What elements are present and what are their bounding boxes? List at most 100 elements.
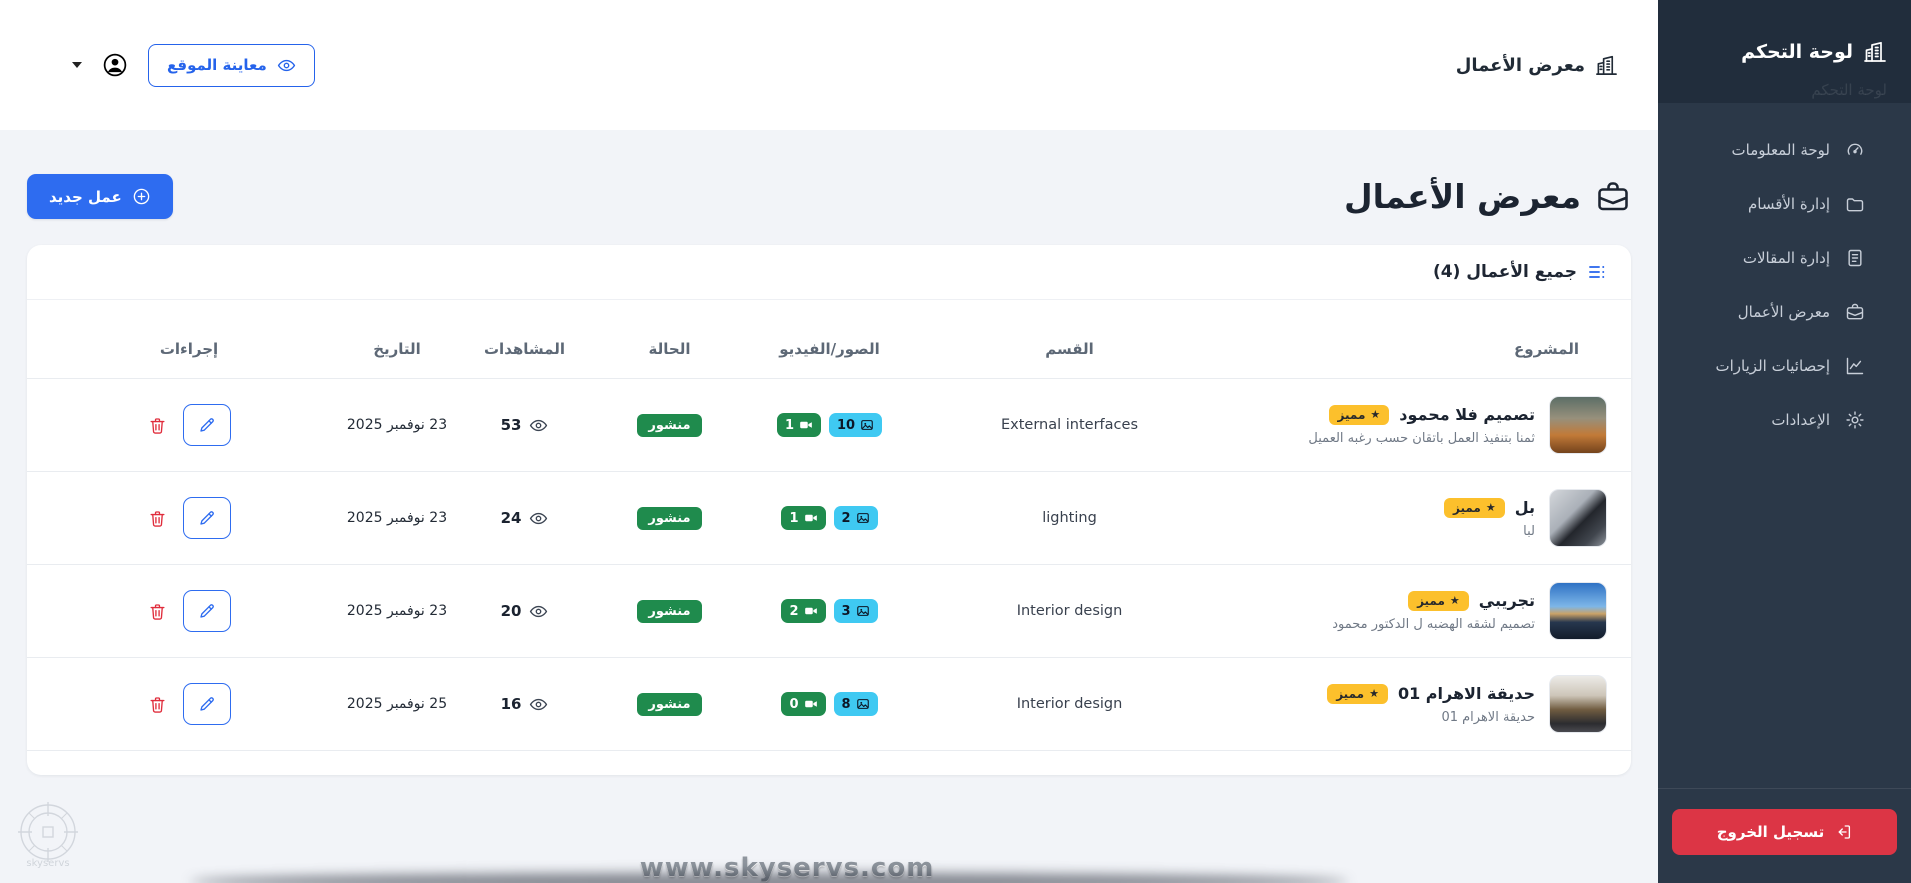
project-cell: حديقة الاهرام 01 ★ مميز حديقة الاهرام 01 (1237, 675, 1607, 733)
status-cell: منشور (582, 413, 757, 437)
delete-button[interactable] (148, 509, 167, 528)
project-title: تجريبي (1478, 591, 1535, 610)
star-icon: ★ (1370, 408, 1381, 421)
edit-button[interactable] (182, 683, 231, 725)
skyservs-logo: skyservs (16, 800, 80, 869)
gauge-icon (1847, 143, 1863, 155)
eye-icon (530, 512, 548, 524)
page-header: معرض الأعمال عمل جديد (27, 174, 1631, 219)
category-cell: lighting (1042, 510, 1097, 526)
chevron-down-icon[interactable] (72, 62, 82, 68)
logout-icon (1838, 825, 1851, 839)
edit-button[interactable] (182, 497, 231, 539)
project-subtitle: ثمنا بتنفيذ العمل باتقان حسب رغبه العميل (1308, 430, 1535, 446)
plus-circle-icon (133, 188, 149, 205)
trash-icon (149, 417, 165, 434)
new-work-button[interactable]: عمل جديد (27, 174, 173, 219)
featured-badge: ★ مميز (1408, 590, 1469, 611)
project-text: تصميم فلا محمود ★ مميز ثمنا بتنفيذ العمل… (1308, 404, 1535, 446)
chart-icon (1846, 357, 1864, 375)
preview-site-button[interactable]: معاينة الموقع (148, 43, 315, 87)
delete-button[interactable] (148, 695, 167, 714)
bottom-shadow (190, 873, 1348, 883)
views-count: 24 (500, 509, 522, 527)
edit-button[interactable] (182, 590, 231, 632)
project-cell: تجريبي ★ مميز تصميم لشقه الهضبه ل الدكتو… (1237, 582, 1607, 640)
column-header-views: المشاهدات (483, 340, 565, 358)
sidebar-item-settings[interactable]: الإعدادات (1658, 393, 1911, 447)
gear-icon (1846, 411, 1864, 429)
project-title: بل (1514, 498, 1535, 517)
media-cell: 3 2 (757, 599, 902, 623)
logout-button[interactable]: تسجيل الخروج (1672, 809, 1897, 855)
sidebar-item-articles[interactable]: إدارة المقالات (1658, 231, 1911, 285)
sidebar-brand: لوحة التحكم (1682, 40, 1887, 64)
table-row: تجريبي ★ مميز تصميم لشقه الهضبه ل الدكتو… (27, 565, 1631, 658)
video-icon (800, 421, 812, 429)
project-text: تجريبي ★ مميز تصميم لشقه الهضبه ل الدكتو… (1332, 590, 1535, 632)
star-icon: ★ (1485, 501, 1496, 514)
works-card: جميع الأعمال (4) المشروع القسم الصور/الف… (27, 245, 1631, 775)
star-icon: ★ (1369, 687, 1379, 700)
column-header-actions: إجراءات (159, 340, 219, 358)
photos-badge: 8 (833, 692, 878, 716)
card-bottom-spacer (27, 751, 1631, 775)
topbar-title-group: معرض الأعمال (1456, 54, 1618, 77)
page-title: معرض الأعمال (1343, 177, 1581, 216)
delete-button[interactable] (148, 602, 167, 621)
briefcase-icon (1598, 181, 1628, 210)
photo-icon (861, 420, 873, 430)
page-content: معرض الأعمال عمل جديد جميع الأعمال (4) ا… (0, 130, 1658, 883)
project-title: تصميم فلا محمود (1399, 405, 1535, 424)
views-count: 16 (500, 695, 522, 713)
sidebar-subtitle: لوحة التحكم (1811, 81, 1887, 99)
project-text: بل ★ مميز لبا (1443, 497, 1535, 539)
status-badge: منشور (637, 692, 702, 716)
project-cell: بل ★ مميز لبا (1237, 489, 1607, 547)
status-cell: منشور (582, 692, 757, 716)
skyservs-logo-text: skyservs (26, 858, 70, 869)
category-cell: Interior design (1016, 696, 1123, 712)
videos-badge: 0 (781, 692, 826, 716)
table-row: حديقة الاهرام 01 ★ مميز حديقة الاهرام 01… (27, 658, 1631, 751)
eye-icon (530, 698, 548, 710)
table-header-row: المشروع القسم الصور/الفيديو الحالة المشا… (27, 300, 1631, 379)
pencil-icon (199, 604, 214, 618)
project-thumbnail (1549, 582, 1607, 640)
user-menu-button[interactable] (102, 52, 128, 78)
date-cell: 23 نوفمبر 2025 (346, 603, 448, 619)
logout-label: تسجيل الخروج (1716, 823, 1825, 841)
table-row: تصميم فلا محمود ★ مميز ثمنا بتنفيذ العمل… (27, 379, 1631, 472)
sidebar-item-dashboard[interactable]: لوحة المعلومات (1658, 123, 1911, 177)
status-badge: منشور (637, 413, 702, 437)
sidebar-item-label: إحصائيات الزيارات (1715, 357, 1830, 375)
actions-cell (51, 404, 327, 446)
date-cell: 23 نوفمبر 2025 (346, 417, 448, 433)
photo-icon (856, 606, 869, 616)
delete-button[interactable] (148, 416, 167, 435)
media-cell: 2 1 (757, 506, 902, 530)
sidebar-item-label: إدارة الأقسام (1747, 195, 1830, 213)
sidebar-title: لوحة التحكم (1741, 40, 1853, 63)
media-cell: 10 1 (757, 413, 902, 437)
building-icon (1864, 41, 1886, 62)
sidebar-item-visit-stats[interactable]: إحصائيات الزيارات (1658, 339, 1911, 393)
sidebar-item-label: لوحة المعلومات (1731, 141, 1831, 159)
column-header-date: التاريخ (373, 340, 421, 358)
sidebar-item-portfolio[interactable]: معرض الأعمال (1658, 285, 1911, 339)
category-cell: External interfaces (1001, 417, 1138, 433)
page-title-group: معرض الأعمال (1344, 177, 1631, 216)
project-subtitle: تصميم لشقه الهضبه ل الدكتور محمود (1332, 616, 1535, 632)
views-cell: 53 (467, 416, 582, 435)
category-cell: Interior design (1016, 603, 1123, 619)
views-cell: 20 (467, 602, 582, 621)
sidebar-item-sections[interactable]: إدارة الأقسام (1658, 177, 1911, 231)
edit-button[interactable] (182, 404, 231, 446)
topbar-actions: معاينة الموقع (72, 43, 315, 87)
project-cell: تصميم فلا محمود ★ مميز ثمنا بتنفيذ العمل… (1237, 396, 1607, 454)
article-icon (1848, 249, 1862, 267)
views-cell: 16 (467, 695, 582, 714)
photo-icon (856, 699, 869, 709)
views-count: 20 (500, 602, 522, 620)
